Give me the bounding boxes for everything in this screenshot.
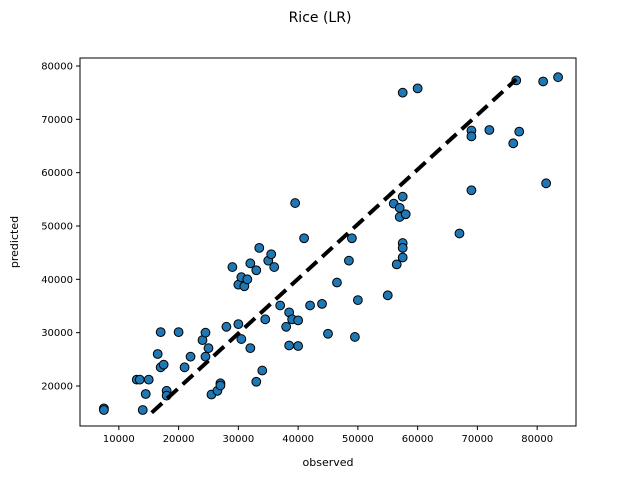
data-point-70: [412, 83, 423, 94]
data-point-7: [152, 349, 163, 359]
data-point-37: [257, 365, 268, 376]
x-axis: 10000 20000 30000 40000 50000 60000 70000 80000: [103, 426, 553, 445]
data-point-71: [454, 228, 465, 239]
data-point-27: [233, 319, 244, 330]
y-axis: 20000 30000 40000 50000 60000 70000 80000: [41, 62, 80, 393]
y-tick-label-2: 40000: [41, 275, 73, 286]
data-point-13: [173, 327, 184, 338]
data-point-4: [137, 405, 148, 415]
data-point-49: [293, 341, 304, 351]
data-point-18: [200, 351, 211, 362]
data-point-64: [397, 191, 408, 202]
data-point-76: [508, 138, 519, 149]
x-tick-label-2: 30000: [222, 434, 254, 445]
data-point-29: [236, 334, 247, 344]
data-point-5: [140, 389, 151, 399]
data-point-61: [391, 259, 402, 270]
data-point-14: [179, 362, 190, 373]
data-point-67: [397, 252, 408, 263]
data-point-79: [538, 76, 549, 87]
x-tick-label-0: 10000: [103, 434, 135, 445]
data-point-10: [158, 359, 169, 370]
data-point-45: [284, 340, 295, 351]
data-point-63: [394, 202, 405, 213]
x-tick-label-4: 50000: [342, 434, 374, 445]
data-point-34: [251, 265, 262, 276]
data-point-36: [254, 242, 265, 253]
data-point-3: [134, 374, 145, 385]
y-tick-label-1: 30000: [41, 328, 73, 339]
data-point-51: [305, 300, 315, 311]
data-point-57: [349, 332, 360, 342]
y-tick-label-0: 20000: [41, 382, 73, 393]
data-point-69: [397, 87, 408, 98]
data-point-56: [347, 233, 357, 244]
data-point-47: [290, 198, 301, 208]
data-point-58: [352, 295, 363, 306]
data-point-81: [553, 72, 563, 83]
data-point-78: [514, 126, 525, 137]
y-tick-label-3: 50000: [41, 222, 73, 233]
data-point-42: [275, 300, 286, 311]
plot-frame: [79, 57, 577, 427]
data-point-52: [317, 298, 327, 309]
data-point-19: [203, 343, 214, 354]
data-point-17: [200, 327, 211, 338]
y-tick-label-5: 70000: [41, 115, 73, 126]
x-tick-label-5: 60000: [402, 434, 434, 445]
data-point-80: [541, 178, 552, 189]
data-point-31: [242, 274, 253, 285]
data-point-24: [221, 321, 232, 332]
data-point-73: [466, 131, 477, 142]
data-point-54: [332, 277, 342, 288]
data-point-25: [227, 262, 238, 272]
data-point-32: [245, 258, 256, 269]
data-point-68: [400, 209, 411, 220]
data-point-40: [266, 249, 277, 260]
plot-marks: [99, 72, 563, 415]
data-point-55: [344, 255, 354, 266]
data-point-48: [293, 315, 304, 326]
data-point-8: [155, 327, 166, 338]
data-point-43: [281, 321, 292, 332]
data-point-38: [260, 314, 271, 325]
data-point-1: [99, 405, 109, 415]
data-point-66: [397, 242, 408, 253]
y-tick-label-4: 60000: [41, 168, 73, 179]
data-point-23: [215, 380, 226, 391]
data-point-15: [185, 351, 196, 362]
x-tick-label-1: 20000: [163, 434, 195, 445]
x-axis-label: observed: [303, 456, 354, 469]
data-point-74: [466, 185, 477, 196]
data-point-6: [143, 374, 154, 385]
x-tick-label-7: 80000: [521, 434, 553, 445]
x-tick-label-6: 70000: [461, 434, 493, 445]
data-point-35: [251, 376, 262, 387]
data-point-75: [484, 125, 495, 135]
data-point-33: [245, 343, 256, 354]
data-point-53: [323, 328, 333, 339]
y-axis-label: predicted: [8, 216, 21, 268]
x-tick-label-3: 40000: [282, 434, 314, 445]
chart-title: Rice (LR): [289, 10, 352, 26]
y-tick-label-6: 80000: [41, 62, 73, 73]
data-point-50: [299, 233, 309, 244]
identity-line: [150, 77, 518, 415]
data-point-59: [382, 290, 393, 301]
data-point-41: [269, 262, 280, 272]
